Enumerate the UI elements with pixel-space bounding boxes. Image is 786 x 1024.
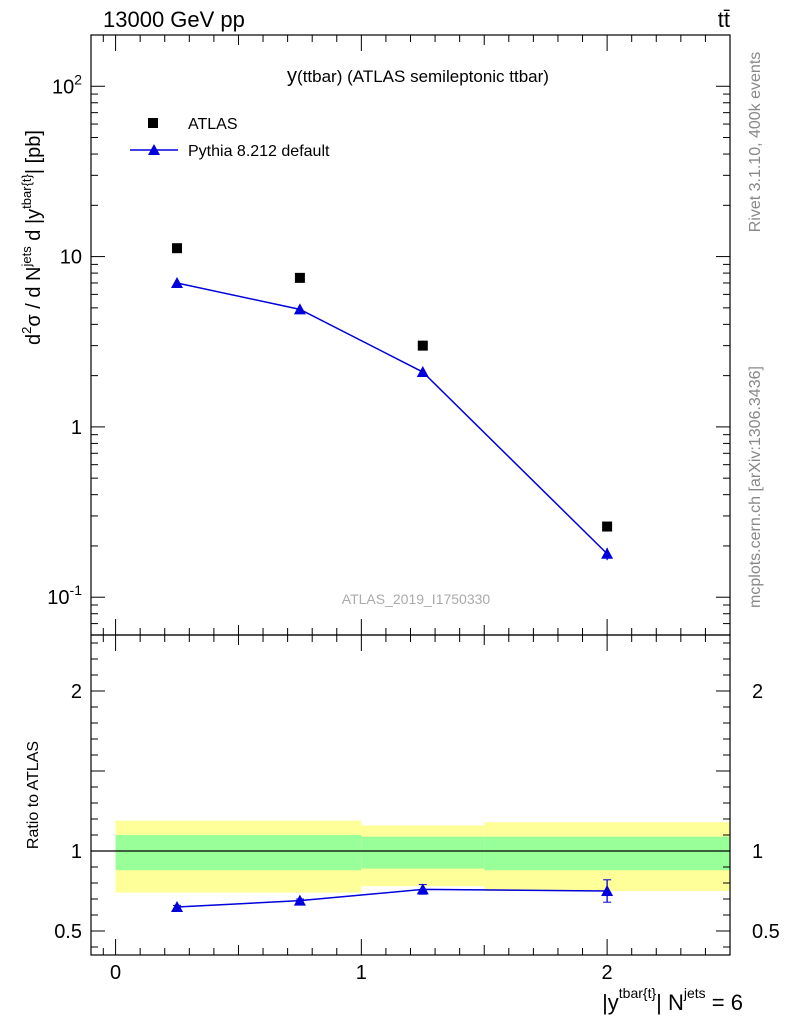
process-label: tt̄ bbox=[718, 7, 730, 32]
pythia-series-line bbox=[176, 282, 608, 555]
ratio-band-inner bbox=[115, 835, 362, 871]
pythia-point bbox=[171, 276, 184, 288]
ratio-y-tick-label: 2 bbox=[71, 681, 82, 703]
ratio-y-tick-label: 1 bbox=[71, 841, 82, 863]
ratio-x-axis-label: |ytbar{t}| Njets = 6 bbox=[602, 985, 743, 1015]
pythia-point bbox=[601, 547, 614, 559]
main-title: y(ttbar) (ATLAS semileptonic ttbar) bbox=[287, 65, 549, 87]
pythia-point bbox=[416, 366, 429, 378]
legend-pythia-marker bbox=[148, 144, 160, 155]
main-y-tick-label: 102 bbox=[52, 71, 82, 98]
legend-pythia-label: Pythia 8.212 default bbox=[188, 143, 330, 160]
main-panel: 10-1 1 10 102 y(ttbar) (ATLAS semileptonic … bbox=[19, 34, 731, 636]
ratio-panel: 0.5 0.5 1 1 2 2 0 1 2 Ratio to ATLAS |ytbar{t}|… bbox=[25, 634, 780, 1015]
ratio-x-ticks: 0 1 2 bbox=[102, 635, 731, 984]
atlas-point bbox=[602, 521, 613, 532]
main-y-axis-label: d2σ / d Njets d |ytbar{t}| [pb] bbox=[19, 130, 45, 345]
x-tick-label: 2 bbox=[602, 962, 613, 984]
main-y-tick-label: 10-1 bbox=[47, 582, 82, 609]
ratio-y-tick-label-right: 0.5 bbox=[752, 921, 780, 943]
x-tick-label: 1 bbox=[356, 962, 367, 984]
ratio-pythia-point bbox=[171, 901, 184, 912]
main-plot-frame bbox=[90, 34, 731, 636]
atlas-point bbox=[172, 243, 183, 254]
legend: ATLAS Pythia 8.212 default bbox=[130, 116, 330, 160]
watermark: ATLAS_2019_I1750330 bbox=[342, 591, 491, 607]
ratio-pythia-point bbox=[416, 883, 429, 895]
rivet-label: Rivet 3.1.10, 400k events bbox=[747, 52, 764, 233]
ratio-pythia-line bbox=[176, 888, 608, 908]
ratio-bands bbox=[115, 820, 730, 893]
main-y-tick-label: 1 bbox=[71, 417, 82, 439]
ratio-y-ticks: 0.5 0.5 1 1 2 2 bbox=[54, 642, 780, 948]
atlas-point bbox=[417, 340, 428, 351]
pythia-point bbox=[293, 303, 306, 315]
ratio-pythia-point bbox=[601, 885, 614, 896]
ratio-y-axis-label: Ratio to ATLAS bbox=[25, 741, 42, 849]
energy-label: 13000 GeV pp bbox=[103, 7, 245, 32]
main-x-ticks bbox=[102, 35, 731, 635]
ratio-y-tick-label-right: 2 bbox=[752, 681, 763, 703]
main-y-tick-label: 10 bbox=[60, 247, 82, 269]
mcplots-label: mcplots.cern.ch [arXiv:1306.3436] bbox=[747, 366, 764, 608]
legend-atlas-label: ATLAS bbox=[188, 116, 238, 133]
main-y-ticks: 10-1 1 10 102 bbox=[47, 34, 730, 636]
ratio-data-layer bbox=[91, 850, 730, 912]
ratio-y-tick-label: 0.5 bbox=[54, 921, 82, 943]
x-tick-label: 0 bbox=[110, 962, 121, 984]
ratio-band-inner bbox=[361, 836, 485, 869]
legend-atlas-marker bbox=[148, 118, 158, 128]
ratio-y-tick-label-right: 1 bbox=[752, 841, 763, 863]
ratio-pythia-point bbox=[293, 894, 306, 906]
ratio-band-inner bbox=[484, 836, 730, 871]
main-data-layer bbox=[171, 243, 614, 561]
atlas-point bbox=[294, 272, 305, 283]
